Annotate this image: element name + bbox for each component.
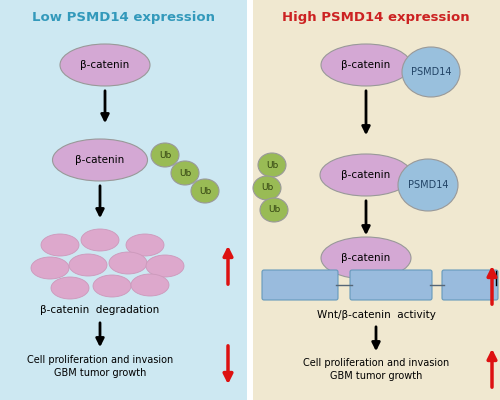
Text: Wnt/β-catenin  activity: Wnt/β-catenin activity — [316, 310, 436, 320]
Bar — [247, 0, 253, 400]
Text: β-catenin: β-catenin — [342, 170, 390, 180]
Ellipse shape — [109, 252, 147, 274]
Ellipse shape — [146, 255, 184, 277]
Text: Cell proliferation and invasion: Cell proliferation and invasion — [303, 358, 449, 368]
Text: β-catenin: β-catenin — [342, 60, 390, 70]
Text: Ub: Ub — [199, 186, 211, 196]
Ellipse shape — [60, 44, 150, 86]
Text: Ub: Ub — [261, 184, 273, 192]
Ellipse shape — [253, 176, 281, 200]
Text: PSMD14: PSMD14 — [411, 67, 451, 77]
Ellipse shape — [398, 159, 458, 211]
Ellipse shape — [131, 274, 169, 296]
Ellipse shape — [171, 161, 199, 185]
Ellipse shape — [258, 153, 286, 177]
Text: β-catenin: β-catenin — [76, 155, 124, 165]
Ellipse shape — [41, 234, 79, 256]
Text: β-catenin: β-catenin — [342, 253, 390, 263]
Text: Ub: Ub — [159, 150, 171, 160]
Ellipse shape — [320, 154, 412, 196]
Text: β-catenin: β-catenin — [80, 60, 130, 70]
Ellipse shape — [52, 139, 148, 181]
Ellipse shape — [81, 229, 119, 251]
Ellipse shape — [321, 237, 411, 279]
Text: Cell proliferation and invasion: Cell proliferation and invasion — [27, 355, 173, 365]
Ellipse shape — [321, 44, 411, 86]
Ellipse shape — [51, 277, 89, 299]
Text: GBM tumor growth: GBM tumor growth — [54, 368, 146, 378]
Ellipse shape — [31, 257, 69, 279]
Text: Ub: Ub — [266, 160, 278, 170]
Ellipse shape — [93, 275, 131, 297]
Text: Ub: Ub — [179, 168, 191, 178]
Ellipse shape — [191, 179, 219, 203]
Text: High PSMD14 expression: High PSMD14 expression — [282, 12, 470, 24]
FancyBboxPatch shape — [262, 270, 338, 300]
Ellipse shape — [260, 198, 288, 222]
Ellipse shape — [402, 47, 460, 97]
Ellipse shape — [69, 254, 107, 276]
Bar — [252, 0, 500, 400]
Bar — [0, 0, 248, 400]
Ellipse shape — [126, 234, 164, 256]
Text: Ub: Ub — [268, 206, 280, 214]
Text: Low PSMD14 expression: Low PSMD14 expression — [32, 12, 216, 24]
Ellipse shape — [151, 143, 179, 167]
Text: PSMD14: PSMD14 — [408, 180, 448, 190]
FancyBboxPatch shape — [350, 270, 432, 300]
FancyBboxPatch shape — [442, 270, 498, 300]
Text: β-catenin  degradation: β-catenin degradation — [40, 305, 160, 315]
Text: GBM tumor growth: GBM tumor growth — [330, 371, 422, 381]
